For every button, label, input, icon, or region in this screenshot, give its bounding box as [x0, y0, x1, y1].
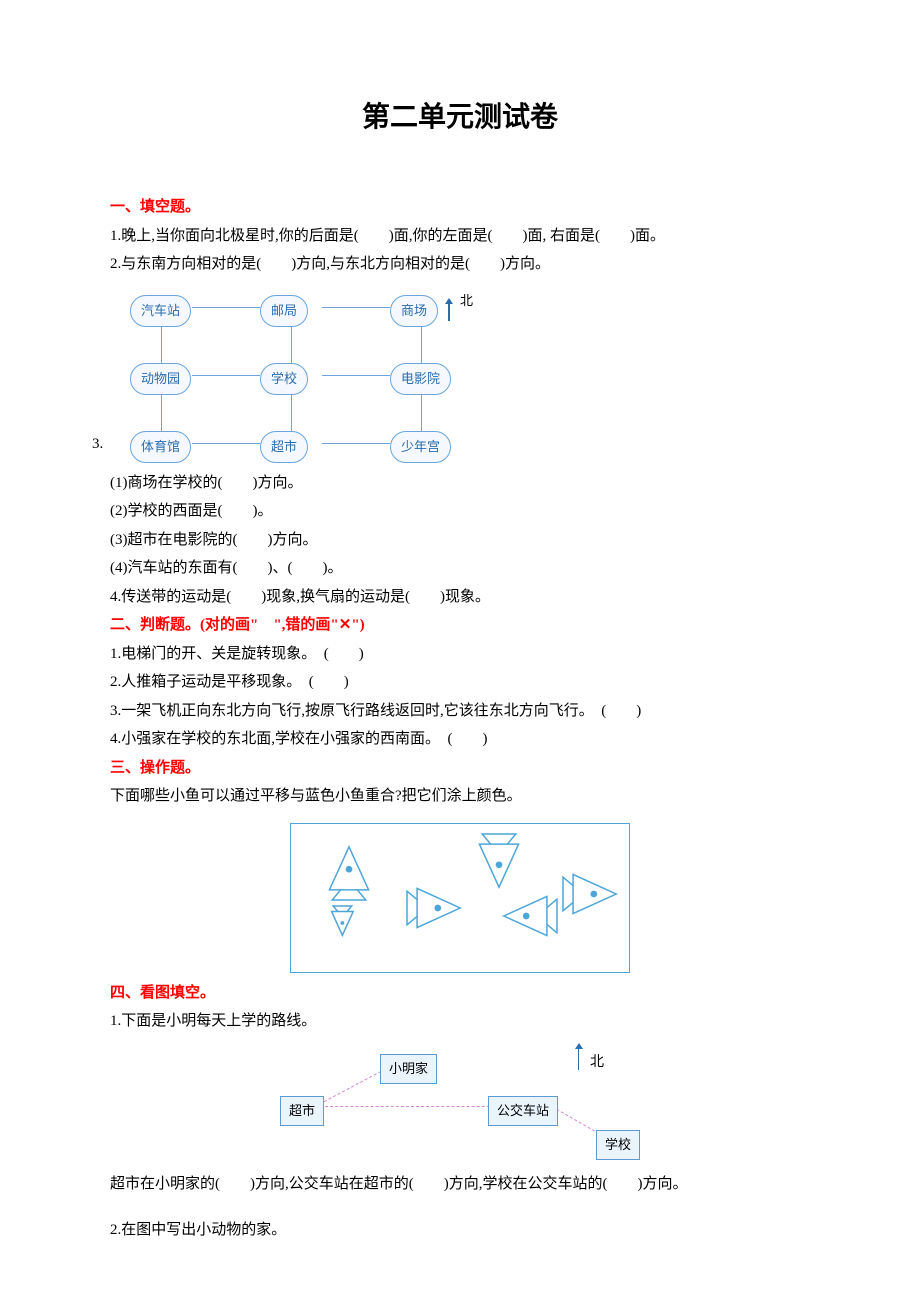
fish-3 — [327, 906, 358, 947]
north-arrow-icon — [448, 303, 450, 321]
north-label: 北 — [460, 289, 473, 314]
q2-2: 2.人推箱子运动是平移现象。 ( ) — [110, 668, 810, 697]
route-node-market: 超市 — [280, 1096, 324, 1127]
node-supermarket: 超市 — [260, 431, 308, 464]
q4-2: 2.在图中写出小动物的家。 — [110, 1216, 810, 1245]
section-3-heading: 三、操作题。 — [110, 754, 810, 783]
fish-1 — [321, 844, 377, 911]
node-bus-station: 汽车站 — [130, 295, 191, 328]
sec2-head-text: 二、判断题。 — [110, 617, 200, 633]
route-line-1 — [315, 1066, 391, 1107]
q4-1: 1.下面是小明每天上学的路线。 — [110, 1007, 810, 1036]
q1-3-2: (2)学校的西面是( )。 — [110, 497, 810, 526]
sec2-note: (对的画" ",错的画"✕") — [200, 617, 365, 633]
q2-4: 4.小强家在学校的东北面,学校在小强家的西南面。 ( ) — [110, 725, 810, 754]
grid-h-r2a — [192, 375, 260, 376]
route-node-bus: 公交车站 — [488, 1096, 558, 1127]
q1-2: 2.与东南方向相对的是( )方向,与东北方向相对的是( )方向。 — [110, 250, 810, 279]
route-node-school: 学校 — [596, 1130, 640, 1161]
q1-3-3: (3)超市在电影院的( )方向。 — [110, 526, 810, 555]
page-title: 第二单元测试卷 — [110, 90, 810, 143]
fish-6 — [563, 866, 619, 933]
route-node-home: 小明家 — [380, 1054, 437, 1085]
q3-text: 下面哪些小鱼可以通过平移与蓝色小鱼重合?把它们涂上颜色。 — [110, 782, 810, 811]
node-zoo: 动物园 — [130, 363, 191, 396]
fish-4 — [407, 880, 463, 947]
fish-diagram — [290, 823, 630, 973]
diagram-school-map: 3. 汽车站 邮局 商场 动物园 学校 电影院 体育馆 超市 少年宫 北 — [110, 285, 530, 465]
route-line-2 — [315, 1106, 510, 1107]
q2-1: 1.电梯门的开、关是旋转现象。 ( ) — [110, 640, 810, 669]
grid-h-r2b — [322, 375, 390, 376]
fish-5 — [501, 888, 557, 955]
section-4-heading: 四、看图填空。 — [110, 979, 810, 1008]
grid-h-r1b — [322, 307, 390, 308]
node-post-office: 邮局 — [260, 295, 308, 328]
node-school: 学校 — [260, 363, 308, 396]
north-label-2: 北 — [590, 1050, 604, 1077]
q1-1: 1.晚上,当你面向北极星时,你的后面是( )面,你的左面是( )面, 右面是( … — [110, 222, 810, 251]
grid-h-r1a — [192, 307, 260, 308]
q1-3-1: (1)商场在学校的( )方向。 — [110, 469, 810, 498]
grid-h-r3a — [192, 443, 260, 444]
grid-h-r3b — [322, 443, 390, 444]
q1-3-4: (4)汽车站的东面有( )、( )。 — [110, 554, 810, 583]
node-gym: 体育馆 — [130, 431, 191, 464]
q1-4: 4.传送带的运动是( )现象,换气扇的运动是( )现象。 — [110, 583, 810, 612]
section-2-heading: 二、判断题。(对的画" ",错的画"✕") — [110, 611, 810, 640]
node-mall: 商场 — [390, 295, 438, 328]
q1-3-number: 3. — [92, 430, 103, 459]
node-youth-palace: 少年宫 — [390, 431, 451, 464]
q4-1-fill: 超市在小明家的( )方向,公交车站在超市的( )方向,学校在公交车站的( )方向… — [110, 1170, 810, 1199]
node-cinema: 电影院 — [390, 363, 451, 396]
q2-3: 3.一架飞机正向东北方向飞行,按原飞行路线返回时,它该往东北方向飞行。 ( ) — [110, 697, 810, 726]
section-1-heading: 一、填空题。 — [110, 193, 810, 222]
north-arrow-icon-2 — [578, 1048, 579, 1070]
route-diagram: 北 小明家 超市 公交车站 学校 — [240, 1042, 680, 1162]
